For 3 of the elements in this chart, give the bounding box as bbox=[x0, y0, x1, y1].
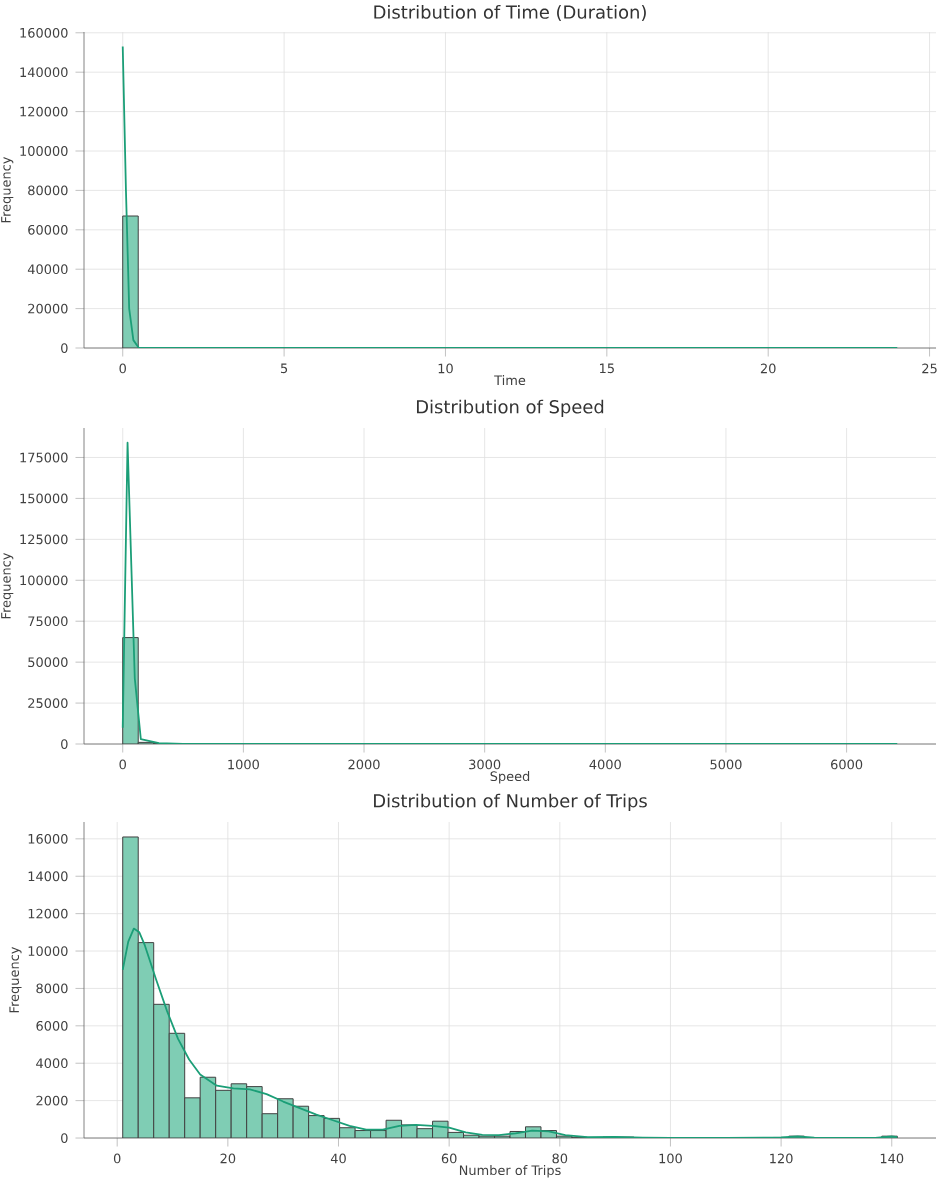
chart-title: Distribution of Number of Trips bbox=[374, 793, 647, 811]
chart-title: Distribution of Speed bbox=[416, 399, 604, 417]
chart-title: Distribution of Time (Duration) bbox=[374, 4, 646, 21]
